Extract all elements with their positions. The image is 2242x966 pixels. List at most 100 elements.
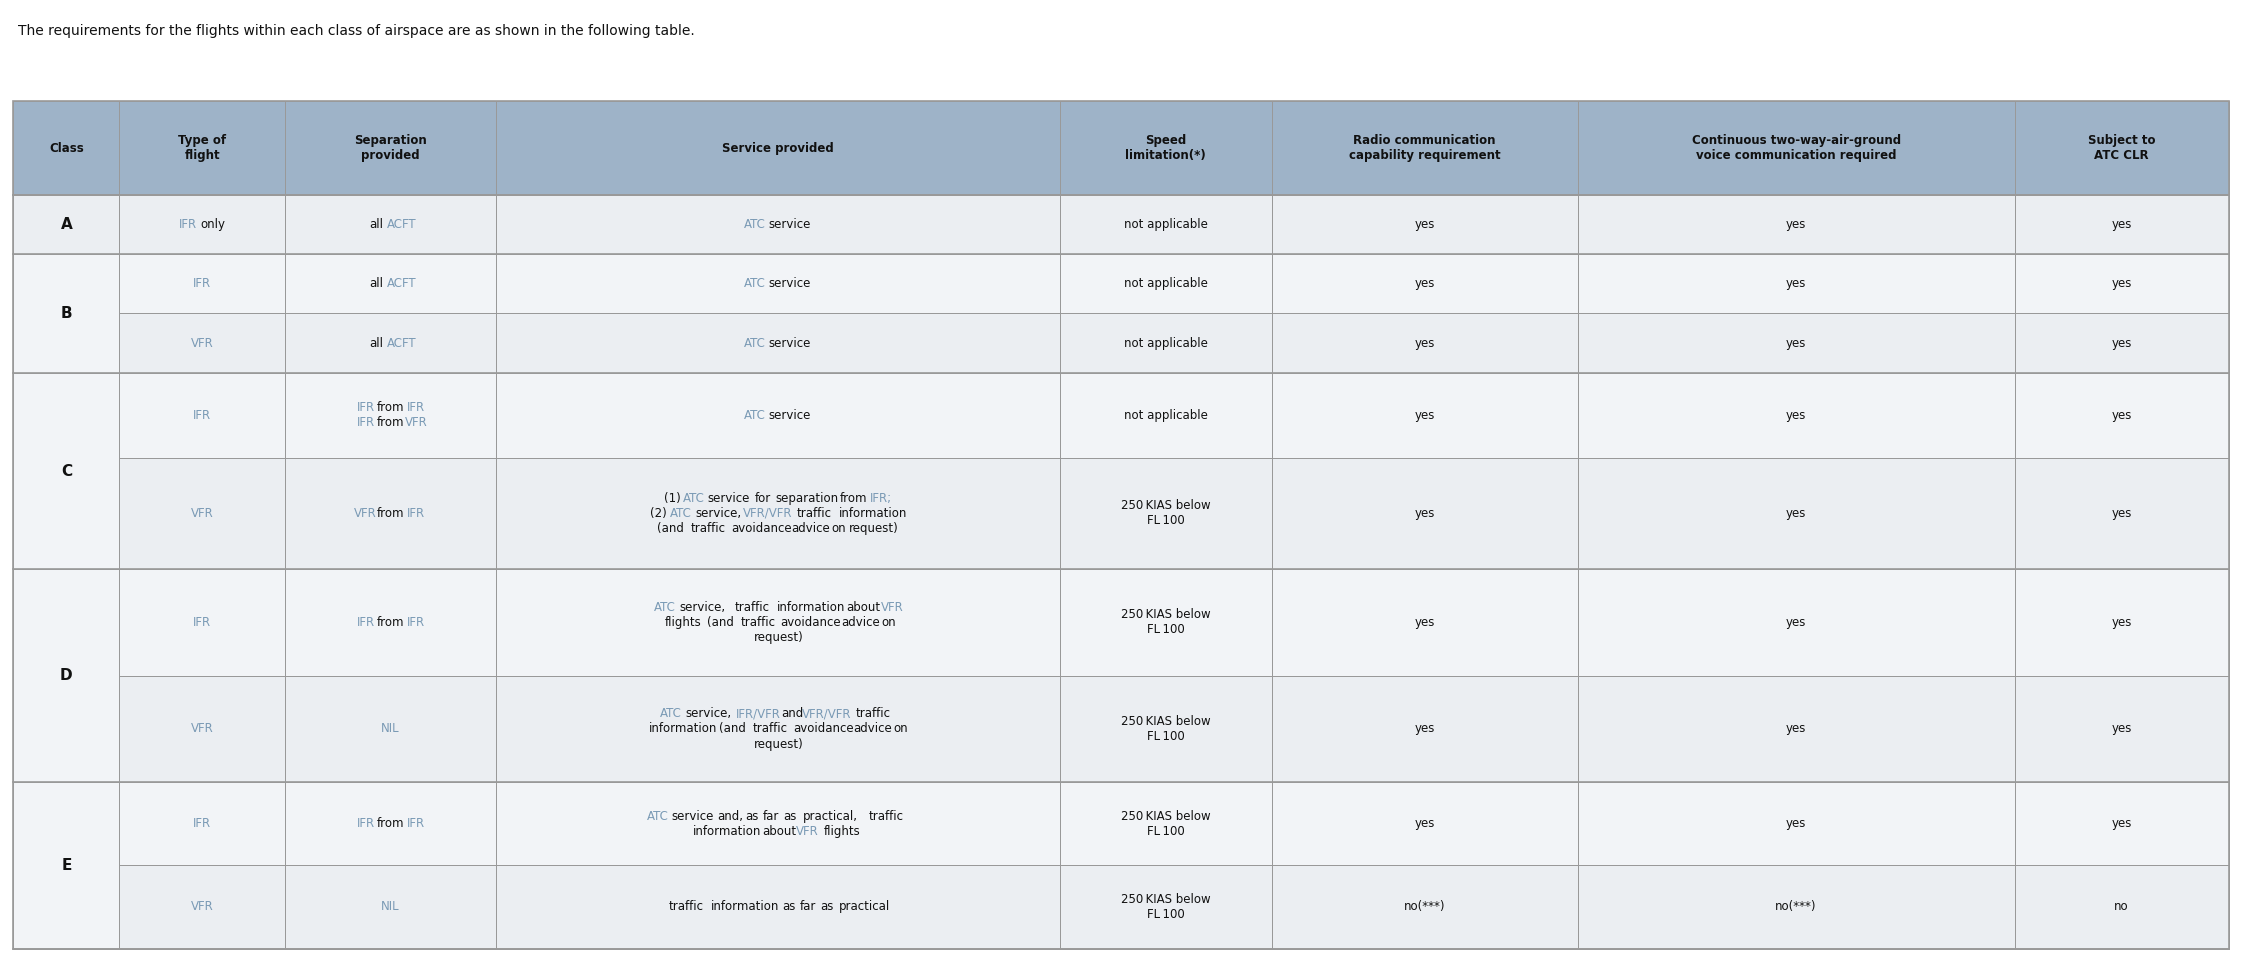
Bar (285, 866, 495, 949)
Text: for: for (756, 492, 771, 504)
Bar (495, 373, 1060, 458)
Bar (1271, 866, 1578, 949)
Text: as: as (744, 810, 758, 822)
Bar (1578, 194, 2016, 254)
Text: IFR: IFR (193, 409, 211, 421)
Bar (2016, 254, 2229, 313)
Bar (2016, 675, 2229, 782)
Text: yes: yes (2112, 507, 2132, 520)
Text: about: about (847, 601, 881, 613)
Bar (285, 458, 495, 569)
Bar (2016, 194, 2229, 254)
Text: yes: yes (1787, 277, 1807, 290)
Bar (495, 675, 1060, 782)
Text: request): request) (753, 632, 803, 644)
Text: information: information (693, 825, 760, 838)
Text: yes: yes (1787, 217, 1807, 231)
Bar (1578, 373, 2016, 458)
Text: no(***): no(***) (1403, 900, 1446, 914)
Text: yes: yes (2112, 277, 2132, 290)
Text: traffic: traffic (735, 601, 769, 613)
Bar (2016, 313, 2229, 373)
Bar (1271, 866, 1578, 949)
Bar (119, 569, 285, 675)
Text: IFR: IFR (193, 616, 211, 629)
Text: service: service (769, 217, 812, 231)
Text: advice: advice (841, 616, 879, 629)
Text: NIL: NIL (381, 900, 399, 914)
Text: on: on (832, 523, 847, 535)
Text: not applicable: not applicable (1123, 217, 1208, 231)
Bar (1578, 313, 2016, 373)
Bar (1060, 101, 1271, 194)
Text: 250 KIAS below
FL 100: 250 KIAS below FL 100 (1121, 810, 1211, 838)
Bar (2016, 458, 2229, 569)
Text: and: and (780, 707, 803, 720)
Text: advice: advice (854, 723, 892, 735)
Text: traffic: traffic (740, 616, 776, 629)
Text: traffic: traffic (691, 523, 726, 535)
Text: yes: yes (1787, 723, 1807, 735)
Text: separation: separation (776, 492, 839, 504)
Bar (13, 782, 119, 949)
Text: not applicable: not applicable (1123, 277, 1208, 290)
Text: service: service (670, 810, 713, 822)
Text: VFR: VFR (191, 336, 213, 350)
Bar (1060, 254, 1271, 313)
Text: (and: (and (706, 616, 733, 629)
Text: Radio communication
capability requirement: Radio communication capability requireme… (1350, 134, 1500, 162)
Text: yes: yes (1415, 507, 1435, 520)
Bar (2016, 866, 2229, 949)
Text: IFR: IFR (356, 817, 374, 830)
Text: yes: yes (1787, 336, 1807, 350)
Bar (1271, 373, 1578, 458)
Text: IFR: IFR (193, 277, 211, 290)
Text: no: no (2114, 900, 2130, 914)
Text: far: far (762, 810, 778, 822)
Bar (13, 569, 119, 782)
Text: ACFT: ACFT (388, 336, 417, 350)
Text: yes: yes (2112, 336, 2132, 350)
Bar (285, 101, 495, 194)
Bar (119, 458, 285, 569)
Bar (2016, 101, 2229, 194)
Bar (285, 373, 495, 458)
Bar (495, 569, 1060, 675)
Text: as: as (821, 900, 834, 914)
Bar (1060, 675, 1271, 782)
Text: 250 KIAS below
FL 100: 250 KIAS below FL 100 (1121, 893, 1211, 921)
Bar (119, 254, 285, 313)
Text: ATC: ATC (744, 409, 767, 421)
Bar (1578, 313, 2016, 373)
Text: B: B (61, 306, 72, 321)
Bar (1578, 101, 2016, 194)
Text: from: from (377, 416, 404, 429)
Bar (13, 101, 119, 194)
Bar (285, 782, 495, 866)
Text: yes: yes (1415, 217, 1435, 231)
Bar (285, 458, 495, 569)
Text: A: A (61, 216, 72, 232)
Text: ATC: ATC (670, 507, 691, 520)
Text: VFR: VFR (404, 416, 428, 429)
Bar (1578, 101, 2016, 194)
Bar (1271, 101, 1578, 194)
Bar (1060, 194, 1271, 254)
Text: yes: yes (1415, 409, 1435, 421)
Bar (285, 194, 495, 254)
Bar (1060, 866, 1271, 949)
Text: IFR: IFR (406, 616, 426, 629)
Bar (495, 254, 1060, 313)
Bar (1271, 458, 1578, 569)
Bar (13, 101, 119, 194)
Bar (1060, 569, 1271, 675)
Text: (2): (2) (650, 507, 666, 520)
Bar (13, 782, 119, 949)
Text: practical,: practical, (803, 810, 859, 822)
Bar (13, 569, 119, 782)
Text: from: from (377, 817, 404, 830)
Text: avoidance: avoidance (794, 723, 854, 735)
Bar (2016, 569, 2229, 675)
Bar (119, 313, 285, 373)
Text: 250 KIAS below
FL 100: 250 KIAS below FL 100 (1121, 715, 1211, 743)
